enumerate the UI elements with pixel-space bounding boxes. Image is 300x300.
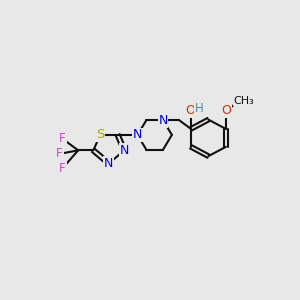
Text: H: H — [195, 102, 203, 115]
Text: N: N — [119, 144, 129, 157]
Text: F: F — [56, 147, 63, 160]
Text: N: N — [133, 128, 142, 141]
Text: CH₃: CH₃ — [234, 96, 254, 106]
Text: O: O — [185, 104, 195, 117]
Text: N: N — [104, 157, 114, 170]
Text: N: N — [158, 114, 168, 127]
Text: F: F — [59, 162, 66, 175]
Text: S: S — [96, 128, 104, 141]
Text: O: O — [221, 104, 231, 117]
Text: F: F — [59, 132, 66, 145]
